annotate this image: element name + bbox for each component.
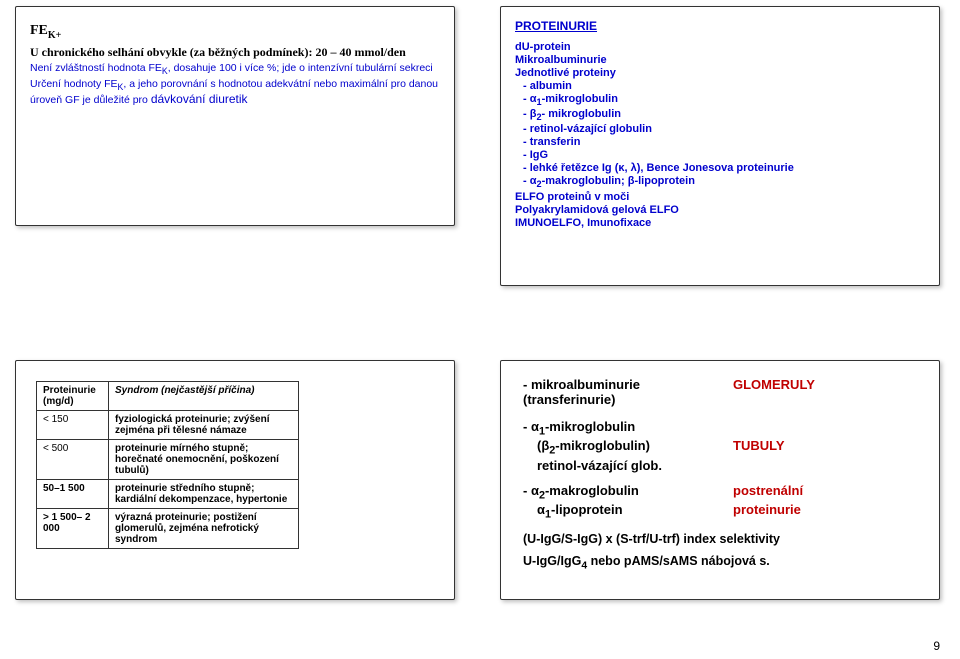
slide-4: - mikroalbuminurie (transferinurie) GLOM… [500, 360, 940, 600]
row-tubuly: - α1-mikroglobulin [523, 419, 925, 438]
table-row: < 500 proteinurie mírného stupně; horečn… [37, 440, 299, 480]
p-elfo: ELFO proteinů v moči [515, 191, 925, 203]
table-row: > 1 500– 2 000 výrazná proteinurie; post… [37, 509, 299, 549]
p-a1: - α1-mikroglobulin [515, 93, 925, 107]
row-postrenal-sub: α1-lipoprotein proteinurie [523, 502, 925, 521]
p-b2: - β2- mikroglobulin [515, 108, 925, 122]
fe-label: FE [30, 23, 48, 38]
slide-1: FEK+ U chronického selhání obvykle (za b… [15, 6, 455, 226]
fe-sub: K+ [48, 30, 61, 41]
p-trf: - transferin [515, 136, 925, 148]
last-2: U-IgG/IgG4 nebo pAMS/sAMS nábojová s. [523, 554, 925, 572]
last-1: (U-IgG/S-IgG) x (S-trf/U-trf) index sele… [523, 532, 925, 546]
row-tubuly-sub: (β2-mikroglobulin) TUBULY [523, 438, 925, 457]
row-retinol: retinol-vázající glob. [515, 458, 925, 473]
fe-note-1: Není zvláštností hodnota FEK, dosahuje 1… [30, 62, 440, 76]
p-alb: - albumin [515, 80, 925, 92]
row-glomeruly: - mikroalbuminurie (transferinurie) GLOM… [523, 377, 925, 407]
p-du: dU-protein [515, 41, 925, 53]
slide-3: Proteinurie (mg/d) Syndrom (nejčastější … [15, 360, 455, 600]
row-postrenal: - α2-makroglobulin postrenální [523, 483, 925, 502]
page-number: 9 [933, 639, 940, 653]
p-igg: - IgG [515, 149, 925, 161]
p-jed: Jednotlivé proteiny [515, 67, 925, 79]
th-1: Proteinurie (mg/d) [37, 382, 109, 411]
fe-title: FEK+ [30, 23, 440, 41]
proteinurie-title: PROTEINURIE [515, 19, 925, 33]
table-row: 50–1 500 proteinurie středního stupně; k… [37, 480, 299, 509]
fe-desc: U chronického selhání obvykle (za běžnýc… [30, 45, 440, 60]
p-bence: - lehké řetězce Ig (κ, λ), Bence Jonesov… [515, 162, 925, 174]
slide-2: PROTEINURIE dU-protein Mikroalbuminurie … [500, 6, 940, 286]
table-row: < 150 fyziologická proteinurie; zvýšení … [37, 411, 299, 440]
p-imuno: IMUNOELFO, Imunofixace [515, 217, 925, 229]
p-a2: - α2-makroglobulin; β-lipoprotein [515, 175, 925, 189]
proteinurie-table: Proteinurie (mg/d) Syndrom (nejčastější … [36, 381, 299, 549]
fe-note-2: Určení hodnoty FEK, a jeho porovnání s h… [30, 78, 440, 106]
p-mikro: Mikroalbuminurie [515, 54, 925, 66]
p-poly: Polyakrylamidová gelová ELFO [515, 204, 925, 216]
table-row: Proteinurie (mg/d) Syndrom (nejčastější … [37, 382, 299, 411]
p-ret: - retinol-vázající globulin [515, 123, 925, 135]
th-2: Syndrom (nejčastější příčina) [109, 382, 299, 411]
